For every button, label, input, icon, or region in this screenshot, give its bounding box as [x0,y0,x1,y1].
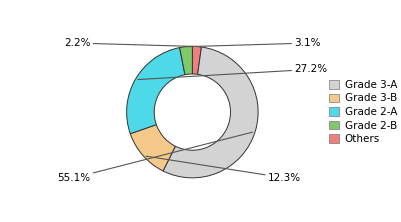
Wedge shape [180,46,192,75]
Legend: Grade 3-A, Grade 3-B, Grade 2-A, Grade 2-B, Others: Grade 3-A, Grade 3-B, Grade 2-A, Grade 2… [329,80,397,144]
Text: 2.2%: 2.2% [64,38,194,48]
Text: 3.1%: 3.1% [188,38,321,48]
Text: 12.3%: 12.3% [146,156,301,183]
Wedge shape [163,47,258,178]
Wedge shape [192,46,201,74]
Wedge shape [130,125,175,171]
Text: 55.1%: 55.1% [57,132,253,183]
Text: 27.2%: 27.2% [138,64,327,79]
Wedge shape [127,48,185,134]
